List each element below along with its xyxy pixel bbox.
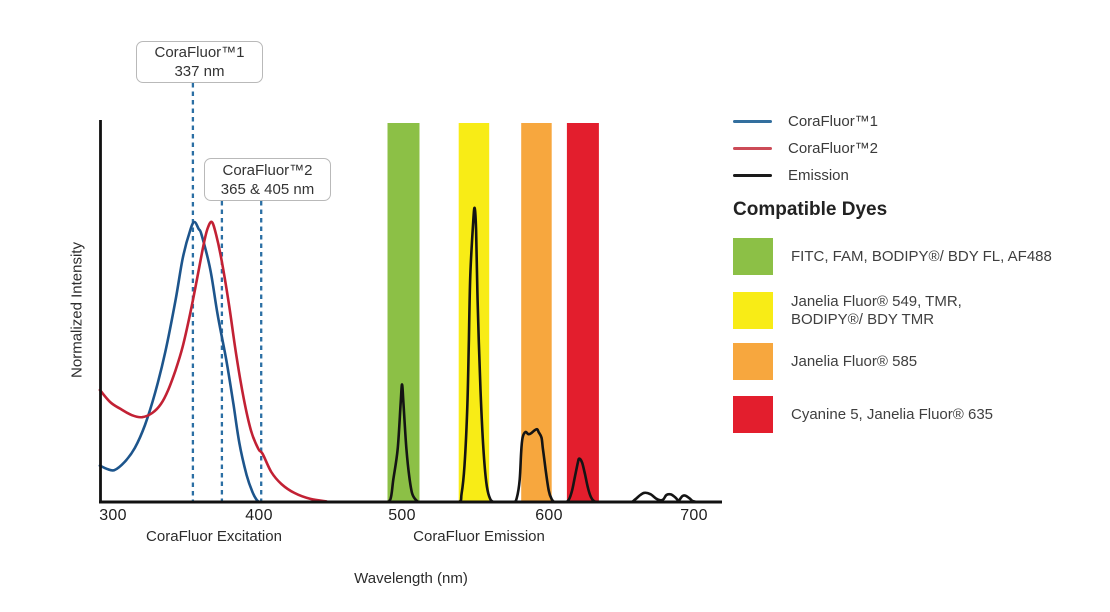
dye-row-green: FITC, FAM, BODIPY®/ BDY FL, AF488: [733, 238, 1052, 275]
dye-row-yellow: Janelia Fluor® 549, TMR, BODIPY®/ BDY TM…: [733, 292, 962, 329]
emission-band-3: [521, 123, 552, 502]
legend-line-red-icon: [733, 147, 772, 150]
emission-band-2: [458, 123, 490, 502]
annotation-corafluor2: CoraFluor™2 365 & 405 nm: [204, 158, 331, 201]
x-tick-400: 400: [245, 507, 273, 524]
annotation-corafluor1-title: CoraFluor™1: [154, 44, 245, 61]
series-corafluor1-excitation: [98, 220, 261, 504]
x-region-label-excitation: CoraFluor Excitation: [146, 528, 282, 545]
yellow-swatch-icon: [733, 292, 773, 329]
x-tick-300: 300: [99, 507, 127, 524]
dye-label-yellow-line1: Janelia Fluor® 549, TMR,: [791, 292, 962, 310]
legend-label-corafluor1: CoraFluor™1: [788, 113, 879, 130]
legend-item-corafluor1: CoraFluor™1: [733, 108, 878, 135]
dye-label-red: Cyanine 5, Janelia Fluor® 635: [791, 405, 994, 423]
series-corafluor2-excitation: [98, 220, 328, 503]
annotation-corafluor2-title: CoraFluor™2: [222, 161, 313, 179]
x-axis-label: Wavelength (nm): [354, 570, 468, 587]
legend-label-emission: Emission: [788, 167, 849, 184]
dye-row-orange: Janelia Fluor® 585: [733, 343, 917, 380]
spectra-chart: [98, 83, 722, 504]
dye-label-yellow: Janelia Fluor® 549, TMR, BODIPY®/ BDY TM…: [791, 293, 962, 329]
compatible-dyes-heading: Compatible Dyes: [733, 199, 888, 220]
green-swatch-icon: [733, 238, 773, 275]
emission-band-1: [387, 123, 420, 502]
x-tick-700: 700: [680, 507, 708, 524]
dye-label-yellow-line2: BODIPY®/ BDY TMR: [791, 310, 935, 328]
legend: CoraFluor™1 CoraFluor™2 Emission: [733, 108, 878, 189]
y-axis-label: Normalized Intensity: [68, 242, 86, 378]
emission-band-4: [566, 123, 599, 502]
dye-label-orange: Janelia Fluor® 585: [791, 352, 918, 370]
dye-label-green: FITC, FAM, BODIPY®/ BDY FL, AF488: [791, 247, 1052, 265]
legend-line-black-icon: [733, 174, 772, 177]
legend-item-emission: Emission: [733, 162, 878, 189]
x-tick-500: 500: [388, 507, 416, 524]
x-region-label-emission: CoraFluor Emission: [413, 528, 545, 545]
annotation-corafluor2-value: 365 & 405 nm: [220, 180, 315, 198]
annotation-corafluor1-value: 337 nm: [174, 63, 225, 80]
dye-row-red: Cyanine 5, Janelia Fluor® 635: [733, 396, 993, 433]
annotation-corafluor1: CoraFluor™1 337 nm: [136, 41, 263, 83]
legend-label-corafluor2: CoraFluor™2: [788, 140, 879, 157]
orange-swatch-icon: [733, 343, 773, 380]
red-swatch-icon: [733, 396, 773, 433]
x-tick-600: 600: [535, 507, 563, 524]
legend-line-blue-icon: [733, 120, 772, 123]
legend-item-corafluor2: CoraFluor™2: [733, 135, 878, 162]
